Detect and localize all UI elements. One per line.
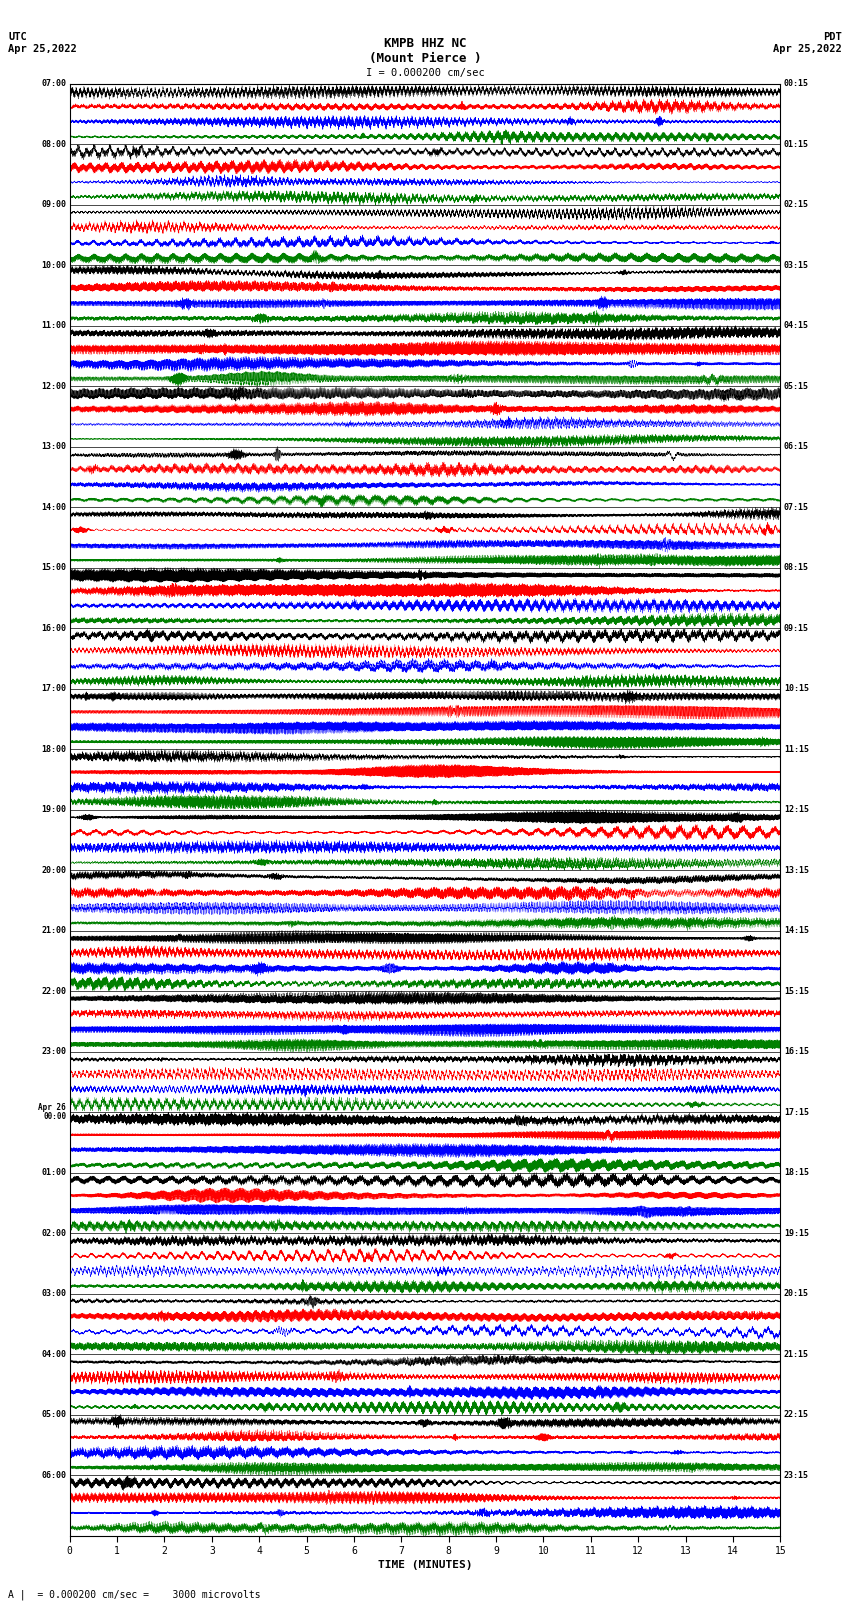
Text: 14:00: 14:00	[41, 503, 66, 511]
Text: 18:15: 18:15	[784, 1168, 809, 1177]
Text: 09:00: 09:00	[41, 200, 66, 210]
Text: 23:15: 23:15	[784, 1471, 809, 1479]
Text: UTC
Apr 25,2022: UTC Apr 25,2022	[8, 32, 77, 53]
Text: 00:15: 00:15	[784, 79, 809, 89]
Text: 04:00: 04:00	[41, 1350, 66, 1358]
Text: KMPB HHZ NC: KMPB HHZ NC	[383, 37, 467, 50]
Text: 10:15: 10:15	[784, 684, 809, 694]
Text: 12:00: 12:00	[41, 382, 66, 390]
Text: 02:15: 02:15	[784, 200, 809, 210]
Text: 07:15: 07:15	[784, 503, 809, 511]
Text: 03:15: 03:15	[784, 261, 809, 269]
Text: 13:15: 13:15	[784, 866, 809, 874]
Text: 04:15: 04:15	[784, 321, 809, 331]
Text: A |  = 0.000200 cm/sec =    3000 microvolts: A | = 0.000200 cm/sec = 3000 microvolts	[8, 1589, 261, 1600]
Text: 19:00: 19:00	[41, 805, 66, 815]
Text: (Mount Pierce ): (Mount Pierce )	[369, 52, 481, 65]
Text: 03:00: 03:00	[41, 1289, 66, 1298]
X-axis label: TIME (MINUTES): TIME (MINUTES)	[377, 1560, 473, 1569]
Text: 07:00: 07:00	[41, 79, 66, 89]
Text: 20:15: 20:15	[784, 1289, 809, 1298]
Text: 22:00: 22:00	[41, 987, 66, 995]
Text: 21:00: 21:00	[41, 926, 66, 936]
Text: 02:00: 02:00	[41, 1229, 66, 1237]
Text: 01:00: 01:00	[41, 1168, 66, 1177]
Text: 08:00: 08:00	[41, 140, 66, 148]
Text: 23:00: 23:00	[41, 1047, 66, 1057]
Text: 11:15: 11:15	[784, 745, 809, 753]
Text: I = 0.000200 cm/sec: I = 0.000200 cm/sec	[366, 68, 484, 77]
Text: 17:00: 17:00	[41, 684, 66, 694]
Text: 00:00: 00:00	[43, 1113, 66, 1121]
Text: 11:00: 11:00	[41, 321, 66, 331]
Text: PDT
Apr 25,2022: PDT Apr 25,2022	[773, 32, 842, 53]
Text: Apr 26: Apr 26	[38, 1103, 66, 1113]
Text: 08:15: 08:15	[784, 563, 809, 573]
Text: 14:15: 14:15	[784, 926, 809, 936]
Text: 21:15: 21:15	[784, 1350, 809, 1358]
Text: 01:15: 01:15	[784, 140, 809, 148]
Text: 06:00: 06:00	[41, 1471, 66, 1479]
Text: 05:00: 05:00	[41, 1410, 66, 1419]
Text: 15:15: 15:15	[784, 987, 809, 995]
Text: 19:15: 19:15	[784, 1229, 809, 1237]
Text: 12:15: 12:15	[784, 805, 809, 815]
Text: 05:15: 05:15	[784, 382, 809, 390]
Text: 09:15: 09:15	[784, 624, 809, 632]
Text: 15:00: 15:00	[41, 563, 66, 573]
Text: 17:15: 17:15	[784, 1108, 809, 1116]
Text: 06:15: 06:15	[784, 442, 809, 452]
Text: 13:00: 13:00	[41, 442, 66, 452]
Text: 18:00: 18:00	[41, 745, 66, 753]
Text: 20:00: 20:00	[41, 866, 66, 874]
Text: 22:15: 22:15	[784, 1410, 809, 1419]
Text: 10:00: 10:00	[41, 261, 66, 269]
Text: 16:15: 16:15	[784, 1047, 809, 1057]
Text: 16:00: 16:00	[41, 624, 66, 632]
